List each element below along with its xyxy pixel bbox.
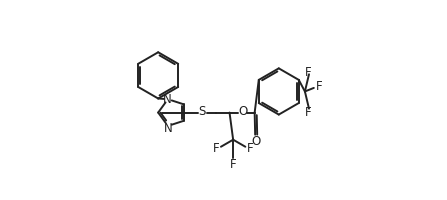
Text: N: N: [164, 121, 173, 134]
Text: F: F: [316, 80, 322, 92]
Text: F: F: [246, 142, 253, 154]
Text: F: F: [213, 142, 220, 154]
Text: N: N: [163, 92, 171, 105]
Text: S: S: [199, 105, 206, 118]
Text: F: F: [230, 158, 236, 170]
Text: O: O: [238, 105, 247, 117]
Text: F: F: [304, 66, 311, 78]
Text: F: F: [304, 106, 311, 118]
Text: O: O: [252, 135, 261, 147]
